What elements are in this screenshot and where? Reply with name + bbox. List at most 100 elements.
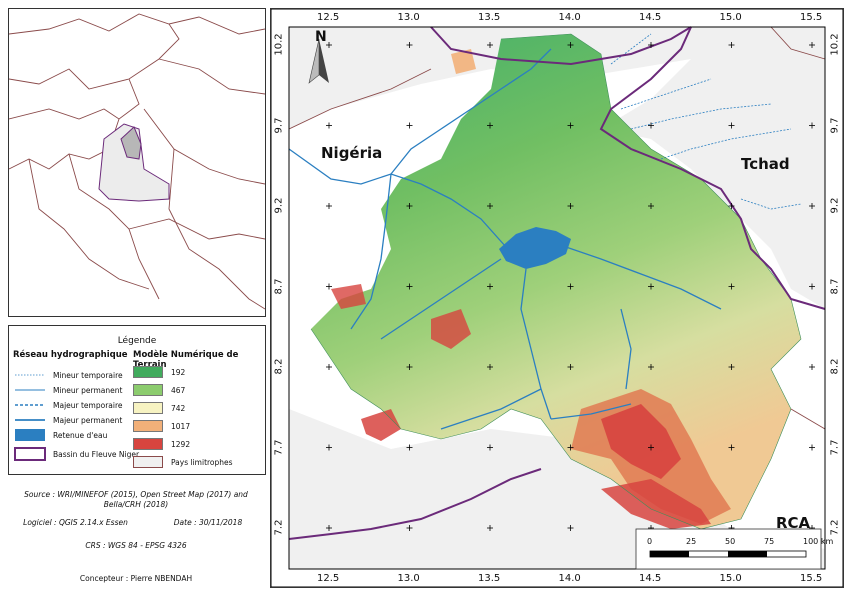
longitude-tick-label: 12.5 xyxy=(317,12,340,23)
inset-country-border xyxy=(158,58,266,95)
river-temporary xyxy=(620,78,712,110)
water-body-symbol xyxy=(15,429,45,441)
dem-swatch-742 xyxy=(133,402,163,414)
label-nigeria: Nigéria xyxy=(321,144,383,162)
dem-label-192: 192 xyxy=(171,368,186,377)
river-tributary xyxy=(550,403,632,420)
inset-country-border xyxy=(8,23,180,90)
river-main-north xyxy=(390,48,552,175)
river-temporary xyxy=(740,198,802,210)
longitude-tick-label: 13.0 xyxy=(397,12,420,23)
river-tributary xyxy=(520,268,552,420)
longitude-tick-label: 13.5 xyxy=(478,12,501,23)
border-neighbor-line xyxy=(288,68,432,130)
dem-swatch-192 xyxy=(133,366,163,378)
longitude-tick-label: 14.5 xyxy=(639,12,662,23)
dem-swatch-1292 xyxy=(133,438,163,450)
river-tributary xyxy=(440,388,542,430)
basin-symbol xyxy=(14,447,46,461)
dem-swatch-1017 xyxy=(133,420,163,432)
scale-bar-label: 100 km xyxy=(803,537,834,546)
latitude-tick-label: 9.7 xyxy=(273,117,285,133)
label-tchad: Tchad xyxy=(741,155,790,173)
latitude-tick-label: 10.2 xyxy=(273,33,285,56)
river-temporary xyxy=(660,128,792,160)
legend-item-basin: Bassin du Fleuve Niger xyxy=(53,450,140,459)
legend-item-minor-temporary: Mineur temporaire xyxy=(53,371,123,380)
longitude-tick-label: 15.5 xyxy=(800,12,823,23)
map-neatline xyxy=(288,26,826,570)
scale-bar-label: 75 xyxy=(764,537,775,546)
latitude-tick-label: 8.2 xyxy=(829,358,841,375)
latitude-tick-label: 9.7 xyxy=(829,117,841,133)
graticule-crosses xyxy=(326,42,815,531)
border-neighbor-line xyxy=(770,26,826,60)
main-map-svg xyxy=(270,8,844,588)
label-rca: RCA xyxy=(776,514,811,532)
legend-panel: Légende Réseau hydrographique Modèle Num… xyxy=(8,325,266,475)
legend-item-minor-permanent: Mineur permanent xyxy=(53,386,123,395)
longitude-tick-label: 12.5 xyxy=(317,573,340,584)
scale-bar-label: 0 xyxy=(647,537,653,546)
river-tributary xyxy=(380,258,502,340)
inset-country-border xyxy=(143,108,266,185)
river-tributary xyxy=(350,173,392,330)
inset-country-border xyxy=(8,13,266,35)
longitude-tick-label: 13.5 xyxy=(478,573,501,584)
longitude-tick-label: 14.0 xyxy=(558,12,581,23)
longitude-tick-label: 15.0 xyxy=(719,573,742,584)
legend-item-water-body: Retenue d'eau xyxy=(53,431,108,440)
border-chad xyxy=(599,26,826,310)
inset-country-border xyxy=(28,158,150,290)
dem-highland-southwest xyxy=(361,409,401,441)
border-north-nigeria xyxy=(430,26,692,66)
latitude-tick-label: 7.7 xyxy=(829,439,841,455)
latitude-tick-label: 8.7 xyxy=(829,278,841,294)
dem-label-1017: 1017 xyxy=(171,422,191,431)
border-neighbor-line xyxy=(790,408,826,430)
inset-country-border xyxy=(8,78,140,120)
longitude-tick-label: 15.5 xyxy=(800,573,823,584)
legend-item-major-permanent: Majeur permanent xyxy=(53,416,123,425)
neighbors-swatch xyxy=(133,456,163,468)
basin-boundary xyxy=(310,33,802,530)
neighbor-region-east xyxy=(601,27,825,309)
scale-bar-label: 50 xyxy=(725,537,736,546)
designer-info: Concepteur : Pierre NBENDAH xyxy=(79,574,193,583)
dem-highland-southeast xyxy=(601,479,711,529)
river-tributary xyxy=(565,246,722,310)
source-line-1: Source : WRI/MINEFOF (2015), Open Street… xyxy=(24,490,248,499)
longitude-tick-label: 13.0 xyxy=(397,573,420,584)
inset-country-border xyxy=(128,218,266,240)
latitude-tick-label: 10.2 xyxy=(829,33,841,56)
river-temporary xyxy=(630,103,772,130)
scale-bar-label: 25 xyxy=(686,537,697,546)
reservoir-water-body xyxy=(499,227,571,269)
legend-item-major-temporary: Majeur temporaire xyxy=(53,401,123,410)
river-temporary xyxy=(610,33,652,65)
latitude-tick-label: 7.7 xyxy=(273,439,285,455)
source-line-2: Bella/CRH (2018) xyxy=(103,500,169,509)
latitude-tick-label: 9.2 xyxy=(273,197,285,214)
date-info: Date : 30/11/2018 xyxy=(173,518,243,527)
main-map-frame: 12.5 13.0 13.5 14.0 14.5 15.0 15.5 12.5 13.0 13.… xyxy=(270,8,844,588)
dem-label-1292: 1292 xyxy=(171,440,191,449)
north-arrow xyxy=(308,38,329,84)
inset-country-border xyxy=(168,148,266,310)
scale-bar xyxy=(635,528,822,570)
inset-country-border xyxy=(68,153,160,300)
latitude-tick-label: 8.7 xyxy=(273,278,285,294)
dem-swatch-467 xyxy=(133,384,163,396)
dem-highland-south-peak xyxy=(601,404,681,479)
inset-locator-map xyxy=(8,8,266,317)
legend-title: Légende xyxy=(117,336,157,346)
dem-highland-northwest xyxy=(331,284,366,309)
longitude-tick-label: 15.0 xyxy=(719,12,742,23)
latitude-tick-label: 9.2 xyxy=(829,197,841,214)
latitude-tick-label: 7.2 xyxy=(273,519,285,536)
river-main xyxy=(288,148,507,248)
river-tributary xyxy=(620,308,632,390)
longitude-tick-label: 14.0 xyxy=(558,573,581,584)
credits-block: Source : WRI/MINEFOF (2015), Open Street… xyxy=(8,486,264,586)
border-south-rca xyxy=(288,468,542,540)
